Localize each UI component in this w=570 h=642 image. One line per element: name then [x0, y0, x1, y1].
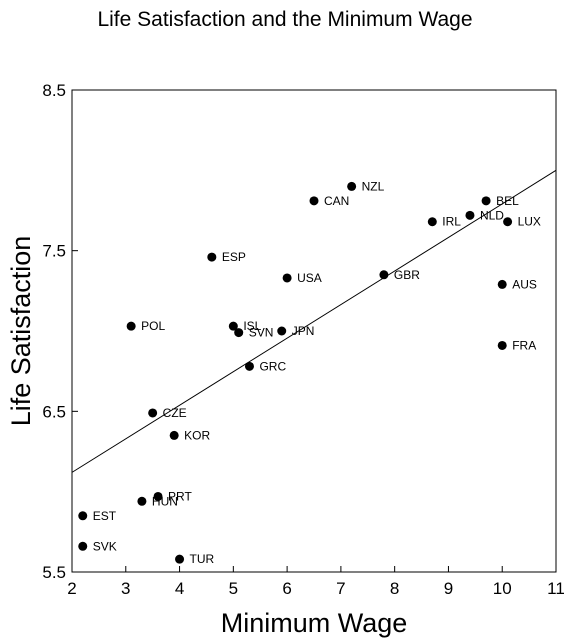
data-point	[228, 321, 238, 331]
point-label: HUN	[152, 494, 178, 508]
data-point	[207, 252, 217, 262]
point-label: PRT	[168, 489, 192, 503]
point-label: NZL	[362, 179, 385, 193]
point-label: GRC	[259, 359, 286, 373]
point-label: CAN	[324, 194, 349, 208]
data-point	[244, 361, 254, 371]
x-axis: 2 3 4 5 6 7 8 9 10 11	[67, 566, 565, 598]
x-tick-label: 6	[282, 579, 291, 598]
data-point	[148, 408, 158, 418]
point-label: ISL	[243, 319, 261, 333]
data-point	[503, 217, 513, 227]
y-axis: 5.5 6.5 7.5 8.5	[42, 81, 78, 582]
data-point	[379, 270, 389, 280]
data-point	[497, 279, 507, 289]
point-label: AUS	[512, 277, 537, 291]
point-label: POL	[141, 319, 165, 333]
point-label: SVN	[249, 326, 274, 340]
data-point	[175, 554, 185, 564]
data-point	[309, 196, 319, 206]
data-point	[78, 511, 88, 521]
point-label: GBR	[394, 268, 420, 282]
chart-title: Life Satisfaction and the Minimum Wage	[97, 8, 472, 31]
x-tick-label: 4	[175, 579, 184, 598]
y-axis-title: Life Satisfaction	[6, 236, 36, 427]
point-label: JPN	[292, 324, 315, 338]
point-label: CZE	[163, 406, 187, 420]
data-point	[153, 491, 163, 501]
x-tick-label: 10	[493, 579, 512, 598]
point-label: KOR	[184, 428, 210, 442]
x-tick-label: 5	[229, 579, 238, 598]
plot-area	[71, 89, 557, 573]
point-label: USA	[297, 271, 322, 285]
data-point	[282, 273, 292, 283]
x-tick-label: 2	[67, 579, 76, 598]
x-tick-label: 7	[336, 579, 345, 598]
data-point	[234, 328, 244, 338]
x-tick-label: 9	[444, 579, 453, 598]
x-axis-title: Minimum Wage	[221, 608, 408, 638]
data-point	[137, 496, 147, 506]
point-label: LUX	[518, 215, 541, 229]
data-point	[465, 210, 475, 220]
y-tick-label: 7.5	[42, 242, 66, 261]
data-point	[497, 340, 507, 350]
point-label: IRL	[442, 215, 461, 229]
y-tick-label: 5.5	[42, 563, 66, 582]
x-tick-label: 8	[390, 579, 399, 598]
trendline	[71, 169, 557, 473]
data-point	[169, 430, 179, 440]
data-point	[481, 196, 491, 206]
data-point	[347, 181, 357, 191]
x-tick-label: 3	[121, 579, 130, 598]
point-label: FRA	[512, 338, 536, 352]
point-label: EST	[93, 509, 117, 523]
point-label: BEL	[496, 194, 519, 208]
y-tick-label: 6.5	[42, 402, 66, 421]
y-tick-label: 8.5	[42, 81, 66, 100]
point-label: NLD	[480, 208, 504, 222]
data-point	[427, 217, 437, 227]
data-point	[126, 321, 136, 331]
point-label: TUR	[190, 552, 215, 566]
data-point	[78, 541, 88, 551]
trendline-group	[71, 169, 557, 473]
x-tick-label: 11	[547, 579, 565, 598]
point-label: ESP	[222, 250, 246, 264]
point-label: SVK	[93, 539, 117, 553]
data-point	[277, 326, 287, 336]
